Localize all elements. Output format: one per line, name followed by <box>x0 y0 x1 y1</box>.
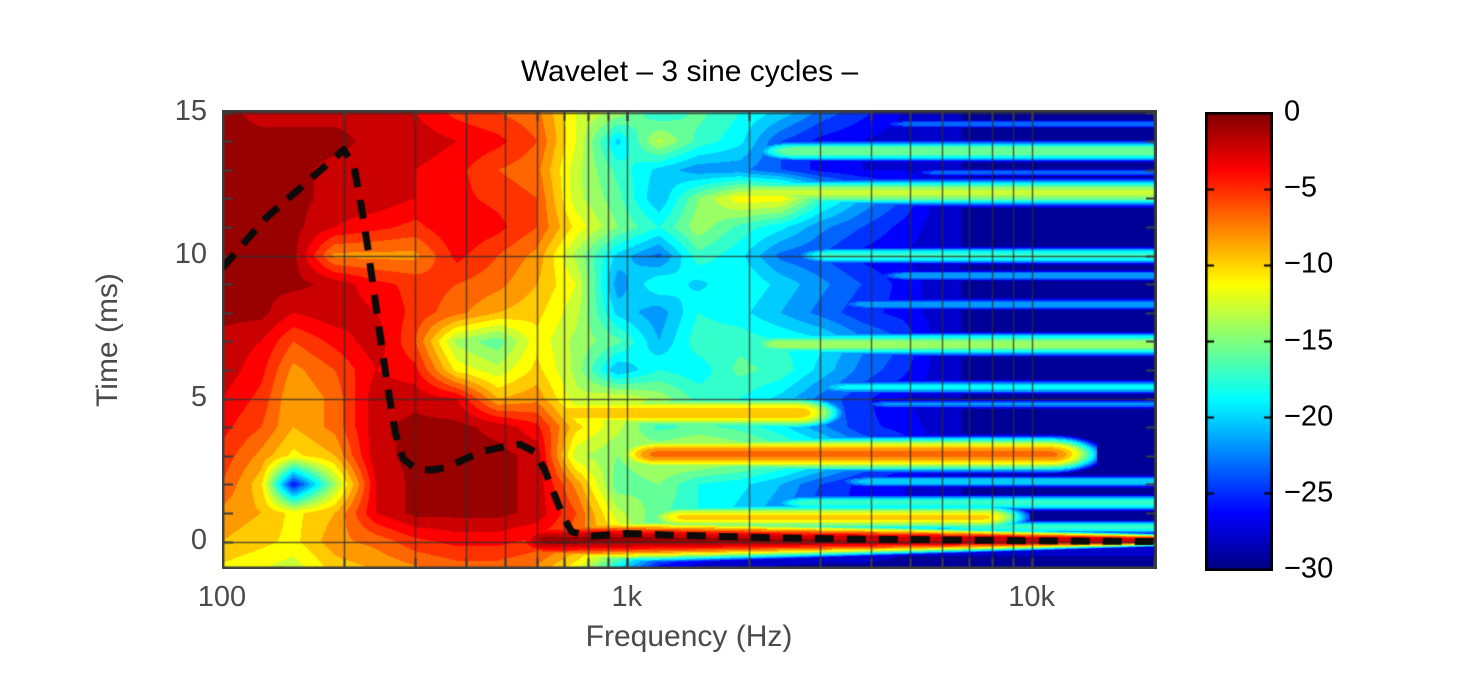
y-tick-label: 0 <box>190 523 207 556</box>
colorbar <box>1205 112 1273 571</box>
colorbar-tick-label: −30 <box>1284 552 1334 585</box>
x-tick-label: 1k <box>611 581 643 613</box>
x-tick-label: 10k <box>1008 581 1056 613</box>
spectrogram-heatmap <box>222 110 1157 569</box>
colorbar-tick-label: −20 <box>1284 400 1334 433</box>
x-axis-label: Frequency (Hz) <box>585 620 793 653</box>
y-axis-label: Time (ms) <box>91 273 124 407</box>
y-tick-label: 5 <box>190 380 207 413</box>
y-tick-label: 15 <box>174 94 207 127</box>
colorbar-tick-label: −15 <box>1284 324 1334 356</box>
colorbar-tick-label: −5 <box>1284 171 1318 204</box>
colorbar-tick-label: −10 <box>1284 247 1334 280</box>
colorbar-tick-label: 0 <box>1284 95 1301 128</box>
chart-title: Wavelet – 3 sine cycles – <box>520 55 859 88</box>
y-tick-label: 10 <box>174 237 207 270</box>
colorbar-tick-label: −25 <box>1284 476 1334 509</box>
x-tick-label: 100 <box>197 581 247 613</box>
